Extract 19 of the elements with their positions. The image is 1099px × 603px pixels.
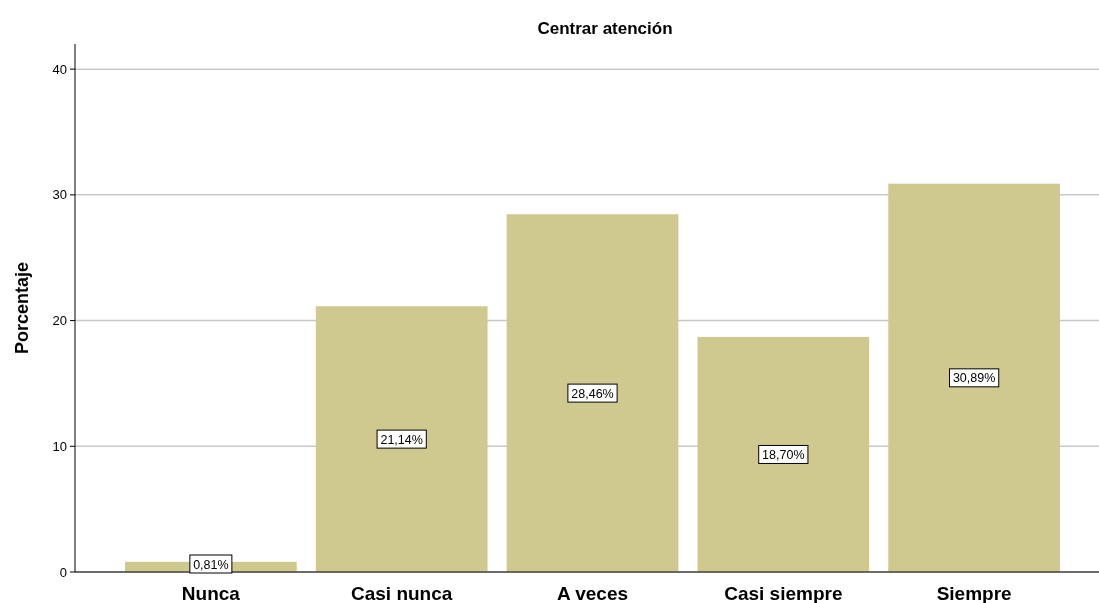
x-tick-label: A veces xyxy=(556,583,629,603)
x-tick-label: Nunca xyxy=(181,583,241,603)
chart-title: Centrar atención xyxy=(537,19,673,38)
y-tick-label: 0 xyxy=(59,564,67,580)
y-tick-label: 20 xyxy=(52,313,67,329)
bar xyxy=(697,336,870,572)
y-tick-label: 10 xyxy=(52,438,67,454)
y-axis-title: Porcentaje xyxy=(12,261,32,355)
data-label: 0,81% xyxy=(193,557,229,572)
data-label: 21,14% xyxy=(380,432,423,447)
data-label: 18,70% xyxy=(762,447,805,462)
bar xyxy=(888,183,1060,572)
x-tick-label: Casi nunca xyxy=(351,583,453,603)
bar xyxy=(506,214,679,572)
bar xyxy=(315,306,488,572)
y-tick-label: 40 xyxy=(52,61,67,77)
data-label: 30,89% xyxy=(952,371,996,386)
y-tick-label: 30 xyxy=(52,187,67,203)
data-label: 28,46% xyxy=(571,386,614,401)
